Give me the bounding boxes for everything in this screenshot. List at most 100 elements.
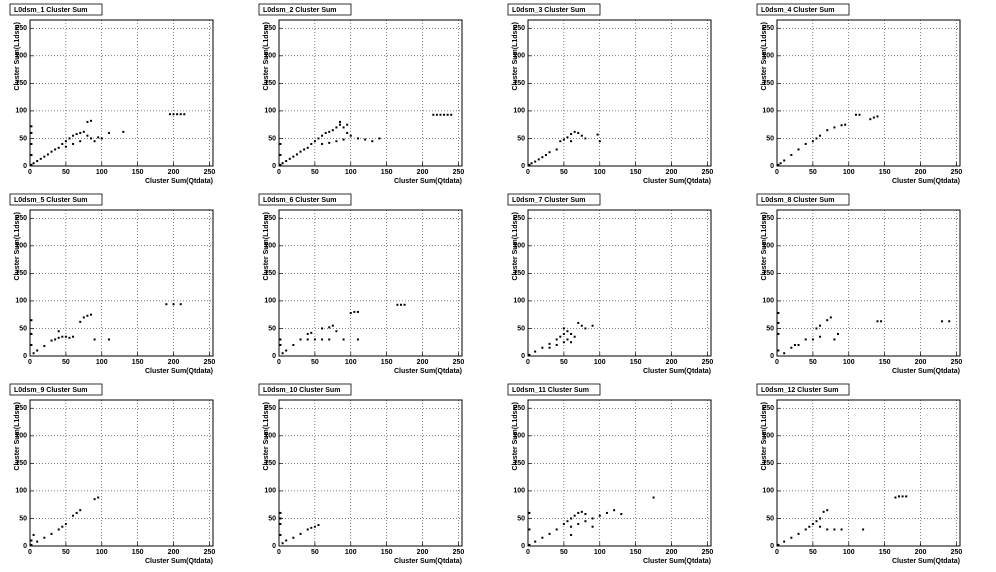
y-axis-label: Cluster Sum(L1dsm) [263, 212, 270, 280]
y-tick-label: 0 [23, 353, 27, 360]
point [82, 130, 85, 133]
x-tick-label: 0 [775, 549, 779, 556]
point [837, 332, 839, 335]
point [30, 125, 33, 128]
point [82, 316, 85, 319]
x-axis-label: Cluster Sum(Qtdata) [643, 558, 711, 565]
x-tick-label: 100 [96, 169, 108, 176]
y-tick-label: 100 [762, 108, 774, 115]
point [804, 338, 807, 341]
x-tick-label: 150 [132, 359, 144, 366]
point [279, 522, 282, 525]
chart-title: L0dsm_6 Cluster Sum [263, 197, 337, 204]
y-tick-label: 50 [517, 515, 525, 522]
point [605, 511, 608, 514]
y-tick-label: 50 [766, 325, 774, 332]
point [122, 130, 125, 133]
point [872, 116, 875, 119]
point [79, 320, 82, 323]
point [179, 113, 182, 116]
point [584, 137, 587, 140]
y-axis-label: Cluster Sum(L1dsm) [14, 212, 21, 280]
plot-frame [29, 209, 214, 357]
point [555, 343, 558, 346]
point [528, 163, 531, 166]
point [570, 533, 573, 536]
point [840, 124, 843, 127]
x-axis-label: Cluster Sum(Qtdata) [892, 368, 960, 375]
point [75, 511, 78, 514]
y-tick-label: 250 [264, 405, 276, 412]
point [439, 113, 442, 116]
point [172, 303, 175, 306]
y-tick-label: 250 [762, 25, 774, 32]
point [281, 542, 284, 545]
y-tick-label: 250 [15, 215, 27, 222]
plot-frame [278, 399, 463, 547]
point [30, 142, 33, 145]
x-axis-label: Cluster Sum(Qtdata) [892, 178, 960, 185]
point [596, 133, 599, 136]
x-tick-label: 50 [560, 169, 568, 176]
point [279, 517, 282, 520]
point [32, 352, 35, 355]
plot-frame [29, 19, 214, 167]
point [54, 338, 57, 341]
chart-title: L0dsm_2 Cluster Sum [263, 7, 337, 14]
y-tick-label: 150 [513, 270, 525, 277]
y-tick-label: 50 [19, 325, 27, 332]
point [168, 113, 171, 116]
point [537, 158, 540, 161]
point [335, 330, 338, 333]
point [804, 528, 807, 531]
point [50, 150, 53, 153]
point [598, 140, 601, 143]
x-tick-label: 50 [560, 359, 568, 366]
point [281, 352, 284, 355]
point [580, 324, 583, 327]
point [285, 160, 288, 163]
y-axis-label: Cluster Sum(L1dsm) [761, 402, 768, 470]
point [30, 543, 33, 546]
point [299, 338, 302, 341]
point [30, 539, 33, 542]
chart-title: L0dsm_4 Cluster Sum [761, 7, 835, 14]
point [815, 327, 818, 330]
point [584, 327, 587, 330]
point [905, 495, 908, 498]
point [79, 140, 82, 143]
point [854, 113, 857, 116]
y-axis-label: Cluster Sum(L1dsm) [761, 22, 768, 90]
point [400, 303, 402, 306]
x-tick-label: 0 [28, 169, 32, 176]
point [577, 321, 580, 324]
x-tick-label: 250 [702, 549, 714, 556]
point [577, 522, 580, 525]
y-tick-label: 100 [264, 108, 276, 115]
point [562, 327, 565, 330]
point [777, 163, 780, 166]
x-tick-label: 100 [594, 169, 606, 176]
x-axis-label: Cluster Sum(Qtdata) [394, 368, 462, 375]
point [36, 160, 39, 163]
y-axis-label: Cluster Sum(L1dsm) [14, 402, 21, 470]
point [570, 332, 573, 335]
point [321, 338, 324, 341]
point [528, 511, 531, 514]
point [90, 313, 92, 316]
x-tick-label: 200 [915, 549, 927, 556]
point [566, 338, 569, 341]
y-tick-label: 200 [264, 243, 276, 250]
point [165, 303, 168, 306]
x-axis-label: Cluster Sum(Qtdata) [145, 368, 213, 375]
point [443, 113, 446, 116]
x-tick-label: 200 [417, 169, 429, 176]
y-tick-label: 0 [770, 353, 774, 360]
x-tick-label: 100 [843, 549, 855, 556]
point [534, 540, 537, 543]
y-tick-label: 50 [19, 515, 27, 522]
point [819, 335, 822, 338]
point [288, 157, 291, 160]
y-tick-label: 250 [513, 215, 525, 222]
x-tick-label: 0 [775, 359, 779, 366]
